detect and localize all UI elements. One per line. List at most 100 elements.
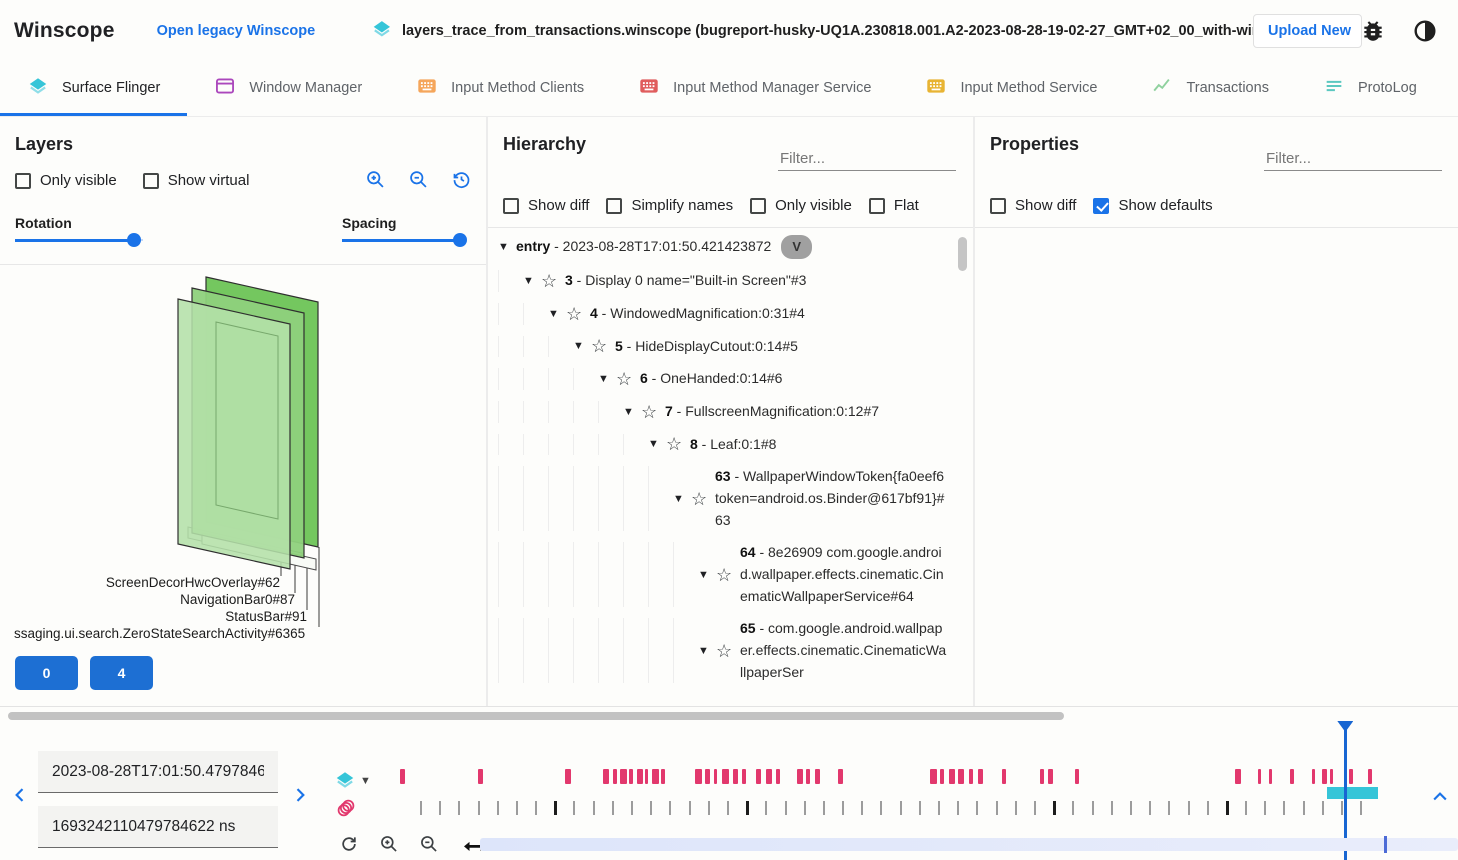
timeline-zoom-in-icon[interactable] bbox=[379, 834, 399, 854]
upload-new-button[interactable]: Upload New bbox=[1253, 14, 1362, 48]
tab-window-manager[interactable]: Window Manager bbox=[187, 62, 389, 116]
spacing-slider: Spacing bbox=[342, 215, 467, 247]
tab-tr[interactable]: Tr bbox=[1444, 62, 1458, 116]
tab-input-method-service[interactable]: Input Method Service bbox=[898, 62, 1124, 116]
pin-star-icon[interactable]: ☆ bbox=[666, 434, 683, 455]
show-virtual-checkbox[interactable]: Show virtual bbox=[142, 172, 249, 189]
transitions-track-icon[interactable] bbox=[335, 797, 357, 819]
tab-input-method-manager-service[interactable]: Input Method Manager Service bbox=[611, 62, 898, 116]
loaded-file-name: layers_trace_from_transactions.winscope … bbox=[401, 23, 1253, 39]
timeline-track[interactable] bbox=[395, 707, 1458, 860]
hierarchy-scrollbar-thumb[interactable] bbox=[958, 237, 967, 271]
pin-star-icon[interactable]: ☆ bbox=[591, 336, 608, 357]
trace-entry-tick bbox=[1091, 801, 1094, 815]
transition-marker bbox=[1001, 769, 1006, 784]
flat-checkbox[interactable]: Flat bbox=[868, 197, 919, 214]
tree-indent-guide bbox=[648, 466, 673, 532]
expand-collapse-arrow-icon[interactable]: ▼ bbox=[598, 373, 609, 386]
timeline-reset-zoom-icon[interactable] bbox=[339, 834, 359, 854]
track-dropdown-caret-icon[interactable]: ▼ bbox=[360, 775, 371, 787]
tree-indent-guide bbox=[673, 618, 698, 684]
transition-marker bbox=[644, 769, 648, 784]
previous-entry-chevron-icon[interactable] bbox=[10, 785, 30, 805]
trace-entry-tick bbox=[746, 801, 750, 815]
timeline-cursor-line[interactable] bbox=[1344, 721, 1348, 860]
transition-marker bbox=[948, 769, 955, 784]
pin-star-icon[interactable]: ☆ bbox=[541, 270, 558, 291]
trace-entry-tick bbox=[1110, 801, 1113, 815]
timeline-zoom-range-slider[interactable] bbox=[480, 838, 1458, 851]
pin-star-icon[interactable]: ☆ bbox=[566, 303, 583, 324]
pin-star-icon[interactable]: ☆ bbox=[716, 640, 733, 661]
tree-node[interactable]: ▼ ☆ 64 - 8e26909 com.google.android.wallpa… bbox=[498, 542, 951, 608]
expand-collapse-arrow-icon[interactable]: ▼ bbox=[548, 307, 559, 320]
expand-collapse-arrow-icon[interactable]: ▼ bbox=[623, 405, 634, 418]
rotation-slider-thumb[interactable] bbox=[127, 233, 142, 247]
surface-flinger-track-icon[interactable] bbox=[334, 769, 356, 791]
expand-collapse-arrow-icon[interactable]: ▼ bbox=[698, 568, 709, 581]
expand-collapse-arrow-icon[interactable]: ▼ bbox=[698, 644, 709, 657]
tree-node[interactable]: ▼ ☆ 7 - FullscreenMagnification:0:12#7 bbox=[498, 400, 951, 423]
tree-node[interactable]: ▼ ☆ 4 - WindowedMagnification:0:31#4 bbox=[498, 302, 951, 325]
pin-star-icon[interactable]: ☆ bbox=[716, 564, 733, 585]
layers-icon bbox=[371, 18, 393, 44]
tree-node[interactable]: ▼ ☆ 3 - Display 0 name="Built-in Screen"#3 bbox=[498, 270, 951, 292]
layers-panel: Layers Only visible Show virtual Rotat bbox=[0, 117, 488, 706]
spacing-slider-thumb[interactable] bbox=[452, 233, 467, 247]
tree-node[interactable]: ▼ ☆ 65 - com.google.android.wallpaper.effe… bbox=[498, 618, 951, 684]
tree-node[interactable]: ▼ ☆ 5 - HideDisplayCutout:0:14#5 bbox=[498, 335, 951, 358]
pin-star-icon[interactable]: ☆ bbox=[691, 488, 708, 509]
expand-collapse-arrow-icon[interactable]: ▼ bbox=[648, 438, 659, 451]
layers-3d-view[interactable]: ScreenDecorHwcOverlay#62 NavigationBar0#… bbox=[0, 267, 486, 662]
hierarchy-filter-input[interactable] bbox=[778, 147, 956, 171]
report-bug-icon[interactable] bbox=[1360, 18, 1386, 44]
transition-marker bbox=[1047, 769, 1053, 784]
expand-collapse-arrow-icon[interactable]: ▼ bbox=[673, 492, 684, 505]
expand-collapse-arrow-icon[interactable]: ▼ bbox=[573, 340, 584, 353]
main-content: Layers Only visible Show virtual Rotat bbox=[0, 117, 1458, 706]
properties-filter-input[interactable] bbox=[1264, 147, 1442, 171]
tree-indent-guide bbox=[523, 466, 548, 532]
open-legacy-winscope-link[interactable]: Open legacy Winscope bbox=[156, 23, 316, 39]
collapse-timeline-chevron-icon[interactable] bbox=[1430, 787, 1450, 807]
timeline-zoom-out-icon[interactable] bbox=[419, 834, 439, 854]
tree-node[interactable]: ▼ ☆ 63 - WallpaperWindowToken{fa0eef6 toke… bbox=[498, 466, 951, 532]
human-timestamp-input[interactable] bbox=[38, 751, 278, 793]
next-entry-chevron-icon[interactable] bbox=[290, 785, 310, 805]
tab-protolog[interactable]: ProtoLog bbox=[1296, 62, 1444, 116]
tab-transactions[interactable]: Transactions bbox=[1124, 62, 1295, 116]
pin-star-icon[interactable]: ☆ bbox=[641, 401, 658, 422]
tree-node-label: 65 - com.google.android.wallpaper.effect… bbox=[740, 620, 947, 680]
display-id-button-0[interactable]: 0 bbox=[15, 656, 78, 690]
expand-collapse-arrow-icon[interactable]: ▼ bbox=[498, 241, 509, 254]
zoom-in-icon[interactable] bbox=[365, 169, 386, 195]
reset-view-icon[interactable] bbox=[451, 169, 472, 195]
transition-marker bbox=[969, 769, 974, 784]
tree-node[interactable]: ▼ ☆ 8 - Leaf:0:1#8 bbox=[498, 433, 951, 456]
dark-mode-toggle-icon[interactable] bbox=[1412, 18, 1438, 44]
main-horizontal-scrollbar-thumb[interactable] bbox=[8, 712, 1064, 720]
trace-entry-tick bbox=[1206, 801, 1209, 815]
tab-input-method-clients[interactable]: Input Method Clients bbox=[389, 62, 611, 116]
display-id-button-4[interactable]: 4 bbox=[90, 656, 153, 690]
tree-node[interactable]: ▼ ☆ 6 - OneHanded:0:14#6 bbox=[498, 368, 951, 390]
only-visible-checkbox[interactable]: Only visible bbox=[15, 172, 117, 189]
pin-star-icon[interactable]: ☆ bbox=[616, 369, 633, 390]
tree-indent-guide bbox=[523, 542, 548, 608]
transition-marker bbox=[958, 769, 965, 784]
only-visible-checkbox[interactable]: Only visible bbox=[750, 197, 852, 214]
trace-entry-tick bbox=[918, 801, 921, 815]
tree-node[interactable]: ▼ entry - 2023-08-28T17:01:50.421423872 V bbox=[498, 235, 951, 260]
tree-indent-guide bbox=[523, 335, 548, 358]
show-diff-checkbox[interactable]: Show diff bbox=[503, 197, 589, 214]
tree-indent-guide bbox=[598, 400, 623, 423]
show-defaults-checkbox[interactable]: Show defaults bbox=[1093, 197, 1213, 214]
tree-indent-guide bbox=[498, 368, 523, 390]
expand-collapse-arrow-icon[interactable]: ▼ bbox=[523, 274, 534, 287]
zoom-out-icon[interactable] bbox=[408, 169, 429, 195]
ns-timestamp-input[interactable] bbox=[38, 806, 278, 848]
properties-options: Show diff Show defaults bbox=[990, 197, 1213, 214]
tab-surface-flinger[interactable]: Surface Flinger bbox=[0, 62, 188, 116]
simplify-names-checkbox[interactable]: Simplify names bbox=[606, 197, 733, 214]
show-diff-checkbox[interactable]: Show diff bbox=[990, 197, 1076, 214]
